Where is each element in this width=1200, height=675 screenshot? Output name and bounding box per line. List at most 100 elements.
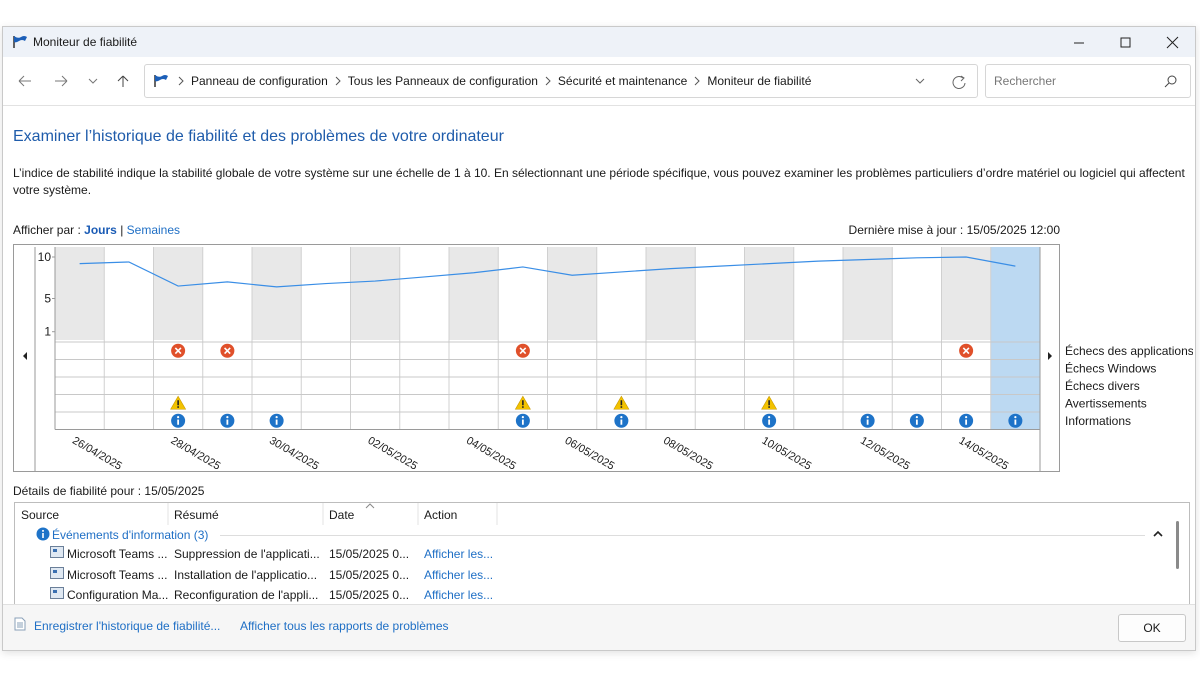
crumb[interactable]: Moniteur de fiabilité [707, 74, 812, 88]
info-icon-bar [275, 419, 278, 425]
last-update: Dernière mise à jour : 15/05/2025 12:00 [848, 223, 1060, 237]
row-source: Microsoft Teams ... [67, 547, 168, 561]
crumb-separator [694, 76, 701, 86]
collapse-caret[interactable] [1153, 530, 1163, 538]
group-title: Événements d'information (3) [52, 528, 209, 542]
event-icon[interactable] [170, 395, 187, 410]
ok-button[interactable]: OK [1118, 614, 1186, 642]
view-days[interactable]: Jours [84, 223, 117, 237]
info-icon-bar [177, 419, 180, 425]
event-icon[interactable] [1008, 413, 1023, 428]
info-icon-dot [177, 416, 180, 419]
day-column[interactable] [202, 247, 252, 340]
app-icon [13, 36, 27, 48]
event-icon[interactable] [515, 413, 530, 428]
column-header[interactable]: Date [329, 508, 355, 522]
event-icon[interactable] [613, 395, 630, 410]
save-icon [14, 617, 26, 631]
column-header[interactable]: Action [424, 508, 458, 522]
day-column[interactable] [941, 247, 991, 340]
group-row[interactable]: Événements d'information (3) [15, 525, 1165, 543]
address-box[interactable]: Panneau de configuration Tous les Pannea… [144, 64, 978, 98]
event-row-label: Échecs des applications [1065, 343, 1193, 358]
page-heading: Examiner l’historique de fiabilité et de… [13, 128, 504, 145]
view-by: Afficher par : Jours | Semaines [13, 223, 180, 237]
day-column[interactable] [695, 247, 745, 340]
event-icon[interactable] [762, 413, 777, 428]
event-icon[interactable] [860, 413, 875, 428]
event-icon[interactable] [515, 343, 530, 358]
table-row[interactable]: Microsoft Teams ... Installation de l'app… [15, 564, 1165, 584]
info-icon-dot [620, 416, 623, 419]
nav-buttons[interactable] [15, 73, 135, 89]
scroll-right[interactable] [1048, 352, 1052, 360]
error-icon-x [962, 347, 970, 355]
row-action[interactable]: Afficher les... [424, 567, 494, 582]
crumb[interactable]: Panneau de configuration [191, 74, 328, 88]
event-icon[interactable] [220, 413, 235, 428]
day-column[interactable] [301, 247, 351, 340]
event-icon[interactable] [959, 343, 974, 358]
day-column[interactable] [892, 247, 942, 340]
scroll-left[interactable] [23, 352, 27, 360]
day-column[interactable] [744, 247, 794, 340]
warning-icon-bar [177, 400, 179, 406]
day-column[interactable] [55, 247, 105, 340]
info-icon-dot [1014, 416, 1017, 419]
crumb[interactable]: Tous les Panneaux de configuration [347, 74, 538, 88]
event-icon[interactable] [514, 395, 531, 410]
selected-column[interactable] [990, 247, 1040, 430]
event-icon[interactable] [959, 413, 974, 428]
breadcrumbs: Panneau de configuration Tous les Pannea… [153, 74, 811, 88]
all-reports-link[interactable]: Afficher tous les rapports de problèmes [240, 619, 449, 633]
row-action[interactable]: Afficher les... [424, 547, 494, 561]
table-row[interactable]: Configuration Ma... Reconfiguration de l'… [15, 584, 1165, 604]
event-icon[interactable] [269, 413, 284, 428]
window-controls[interactable] [1071, 36, 1181, 50]
view-weeks[interactable]: Semaines [126, 223, 181, 237]
event-icon[interactable] [171, 413, 186, 428]
row-icon [50, 546, 64, 558]
day-column[interactable] [153, 247, 203, 340]
address-bar: Panneau de configuration Tous les Pannea… [3, 57, 1195, 106]
day-column[interactable] [843, 247, 893, 340]
column-header[interactable]: Résumé [174, 508, 219, 522]
warning-icon-dot [177, 406, 179, 408]
info-icon-dot [866, 416, 869, 419]
row-icon [50, 587, 64, 599]
event-icon[interactable] [171, 343, 186, 358]
warning-icon-bar [768, 400, 770, 406]
title-bar: Moniteur de fiabilité [3, 27, 1195, 57]
row-action[interactable]: Afficher les... [424, 588, 494, 602]
reliability-chart: 1 5 10 Échecs des applications Échecs Window… [13, 244, 1193, 473]
event-icon[interactable] [909, 413, 924, 428]
column-header[interactable]: Source [21, 508, 60, 522]
day-column[interactable] [449, 247, 499, 340]
details-label: Détails de fiabilité pour : 15/05/2025 [13, 484, 205, 498]
day-column[interactable] [547, 247, 597, 340]
info-icon-dot [965, 416, 968, 419]
info-icon-dot [226, 416, 229, 419]
table-row[interactable]: Microsoft Teams ... Suppression de l'appl… [15, 543, 1165, 563]
crumb[interactable]: Sécurité et maintenance [557, 74, 688, 88]
day-column[interactable] [646, 247, 696, 340]
y-tick-label: 1 [44, 325, 51, 339]
day-column[interactable] [498, 247, 548, 340]
row-date: 15/05/2025 0... [329, 567, 410, 582]
search-box[interactable]: Rechercher [985, 64, 1191, 98]
day-column[interactable] [350, 247, 400, 340]
group-rule [220, 535, 1145, 536]
event-icon[interactable] [761, 395, 778, 410]
y-tick-label: 5 [44, 292, 51, 306]
event-icon[interactable] [614, 413, 629, 428]
event-icon[interactable] [220, 343, 235, 358]
row-source: Microsoft Teams ... [67, 567, 168, 582]
day-column[interactable] [104, 247, 154, 340]
address-actions[interactable] [915, 74, 971, 90]
save-history-link[interactable]: Enregistrer l'historique de fiabilité... [34, 619, 221, 633]
day-column[interactable] [596, 247, 646, 340]
day-column[interactable] [252, 247, 302, 340]
scrollbar-thumb[interactable] [1176, 521, 1179, 569]
warning-icon-dot [522, 406, 524, 408]
day-column[interactable] [399, 247, 449, 340]
